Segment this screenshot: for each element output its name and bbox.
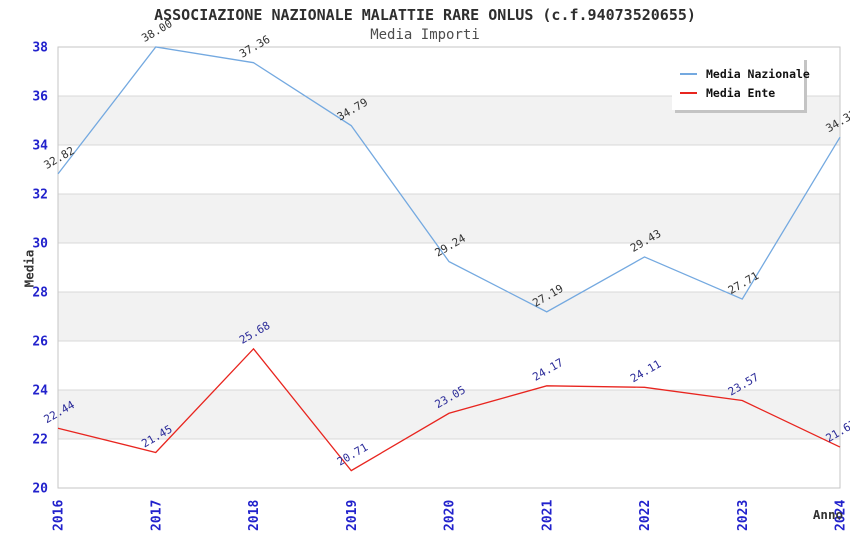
chart-subtitle: Media Importi <box>370 27 480 43</box>
point-value-label: 24.17 <box>530 356 565 384</box>
x-tick-label: 2019 <box>345 500 360 531</box>
point-value-label: 20.71 <box>335 441 370 469</box>
y-tick-label: 28 <box>32 286 48 301</box>
point-value-label: 24.11 <box>628 357 663 385</box>
x-tick-label: 2016 <box>52 500 67 531</box>
chart-title: ASSOCIAZIONE NAZIONALE MALATTIE RARE ONL… <box>154 6 696 24</box>
series-line-media-ente <box>57 347 841 472</box>
y-tick-label: 26 <box>32 335 48 350</box>
y-tick-label: 22 <box>32 433 48 448</box>
legend-item-media-nazionale: Media Nazionale <box>680 64 810 83</box>
x-tick-label: 2020 <box>443 500 458 531</box>
legend-label-media-ente: Media Ente <box>706 85 776 100</box>
x-tick-label: 2022 <box>638 500 653 531</box>
x-tick-label: 2023 <box>736 500 751 531</box>
legend-item-media-ente: Media Ente <box>680 83 794 102</box>
y-tick-label: 30 <box>32 237 48 252</box>
x-axis-title: Anno <box>812 507 843 522</box>
point-value-label: 37.36 <box>237 33 272 61</box>
y-tick-label: 20 <box>32 482 48 497</box>
y-tick-label: 36 <box>32 90 48 105</box>
legend-label-media-nazionale: Media Nazionale <box>706 66 810 81</box>
y-tick-label: 32 <box>32 188 48 203</box>
plot-band <box>58 390 840 439</box>
x-tick-label: 2018 <box>247 500 262 531</box>
plot-border <box>57 46 841 489</box>
y-tick-label: 34 <box>32 139 48 154</box>
media-ente-line-swatch-icon <box>680 91 697 94</box>
plot-band <box>58 292 840 341</box>
y-tick-label: 24 <box>32 384 48 399</box>
x-tick-label: 2024 <box>834 500 849 531</box>
x-tick-label: 2021 <box>540 500 555 531</box>
legend: Media Nazionale Media Ente <box>672 57 810 110</box>
y-axis-title: Media <box>21 249 37 288</box>
series-line-media-nazionale <box>57 46 841 313</box>
media-nazionale-line-swatch-icon <box>680 72 697 75</box>
x-tick-label: 2017 <box>149 500 164 531</box>
y-tick-label: 38 <box>32 41 48 56</box>
plot-band <box>58 194 840 243</box>
point-value-label: 38.00 <box>139 17 174 45</box>
